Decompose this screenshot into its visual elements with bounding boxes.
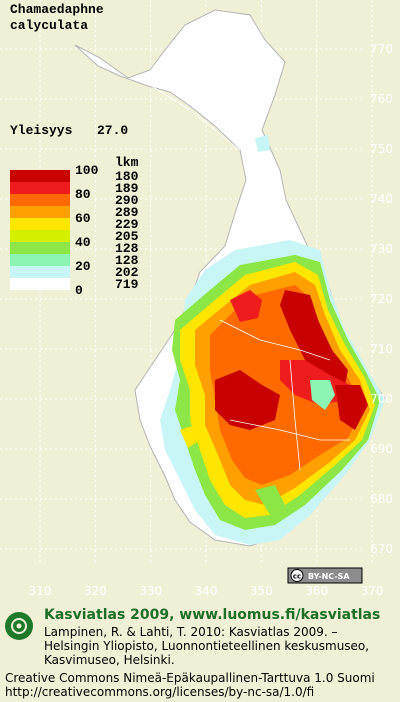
y-tick-label: 750 xyxy=(370,142,393,156)
legend-count: 719 xyxy=(115,277,139,292)
footer-title: Kasviatlas 2009, www.luomus.fi/kasviatla… xyxy=(44,607,380,623)
species-name: calyculata xyxy=(10,18,88,33)
frequency-value: 27.0 xyxy=(97,123,128,138)
x-tick-label: 330 xyxy=(139,584,162,598)
legend-count: 189 xyxy=(115,181,139,196)
legend-scale-label: 0 xyxy=(75,283,83,298)
legend-swatch xyxy=(10,218,70,230)
legend-count: 205 xyxy=(115,229,139,244)
x-tick-label: 370 xyxy=(361,584,384,598)
y-tick-label: 700 xyxy=(370,392,393,406)
citation-line: Lampinen, R. & Lahti, T. 2010: Kasviatla… xyxy=(44,625,338,639)
count-header: lkm xyxy=(115,155,139,170)
species-name: Chamaedaphne xyxy=(10,2,104,17)
legend-swatch xyxy=(10,266,70,278)
legend: 1801892902892292051281282027191008060402… xyxy=(10,163,139,298)
citation-line: Helsingin Yliopisto, Luonnontieteellinen… xyxy=(44,639,369,653)
legend-scale-label: 20 xyxy=(75,259,91,274)
legend-scale-label: 60 xyxy=(75,211,91,226)
legend-scale-label: 100 xyxy=(75,163,99,178)
x-tick-label: 350 xyxy=(250,584,273,598)
legend-swatch xyxy=(10,278,70,290)
license-badge: cc BY-NC-SA xyxy=(287,567,363,584)
x-tick-label: 360 xyxy=(305,584,328,598)
legend-count: 180 xyxy=(115,169,139,184)
y-tick-label: 690 xyxy=(370,442,393,456)
legend-scale-label: 80 xyxy=(75,187,91,202)
legend-swatch xyxy=(10,170,70,182)
legend-swatch xyxy=(10,206,70,218)
legend-count: 290 xyxy=(115,193,139,208)
y-tick-label: 710 xyxy=(370,342,393,356)
logo xyxy=(5,612,33,640)
citation-line: Kasvimuseo, Helsinki. xyxy=(44,653,175,667)
legend-swatch xyxy=(10,194,70,206)
legend-count: 128 xyxy=(115,253,139,268)
x-tick-label: 320 xyxy=(84,584,107,598)
license-line: Creative Commons Nimeä-Epäkaupallinen-Ta… xyxy=(5,671,375,685)
legend-count: 128 xyxy=(115,241,139,256)
y-tick-label: 730 xyxy=(370,242,393,256)
axis-labels: 770 760 750 740 730 720 710 700 690 680 670 310 320 3… xyxy=(29,42,393,598)
region-borders xyxy=(149,84,350,471)
y-tick-label: 740 xyxy=(370,192,393,206)
legend-count: 289 xyxy=(115,205,139,220)
y-tick-label: 670 xyxy=(370,542,393,556)
legend-count: 202 xyxy=(115,265,139,280)
license-line: http://creativecommons.org/licenses/by-n… xyxy=(5,685,314,699)
y-tick-label: 760 xyxy=(370,92,393,106)
y-tick-label: 720 xyxy=(370,292,393,306)
frequency-label: Yleisyys xyxy=(10,123,73,138)
y-tick-label: 770 xyxy=(370,42,393,56)
legend-count: 229 xyxy=(115,217,139,232)
legend-scale-label: 40 xyxy=(75,235,91,250)
legend-swatch xyxy=(10,230,70,242)
distribution-cells xyxy=(160,135,385,545)
y-tick-label: 680 xyxy=(370,492,393,506)
x-tick-label: 340 xyxy=(195,584,218,598)
legend-swatch xyxy=(10,182,70,194)
svg-text:cc: cc xyxy=(293,573,301,581)
x-tick-label: 310 xyxy=(29,584,52,598)
legend-swatch xyxy=(10,242,70,254)
legend-swatch xyxy=(10,254,70,266)
badge-text: BY-NC-SA xyxy=(308,572,350,581)
